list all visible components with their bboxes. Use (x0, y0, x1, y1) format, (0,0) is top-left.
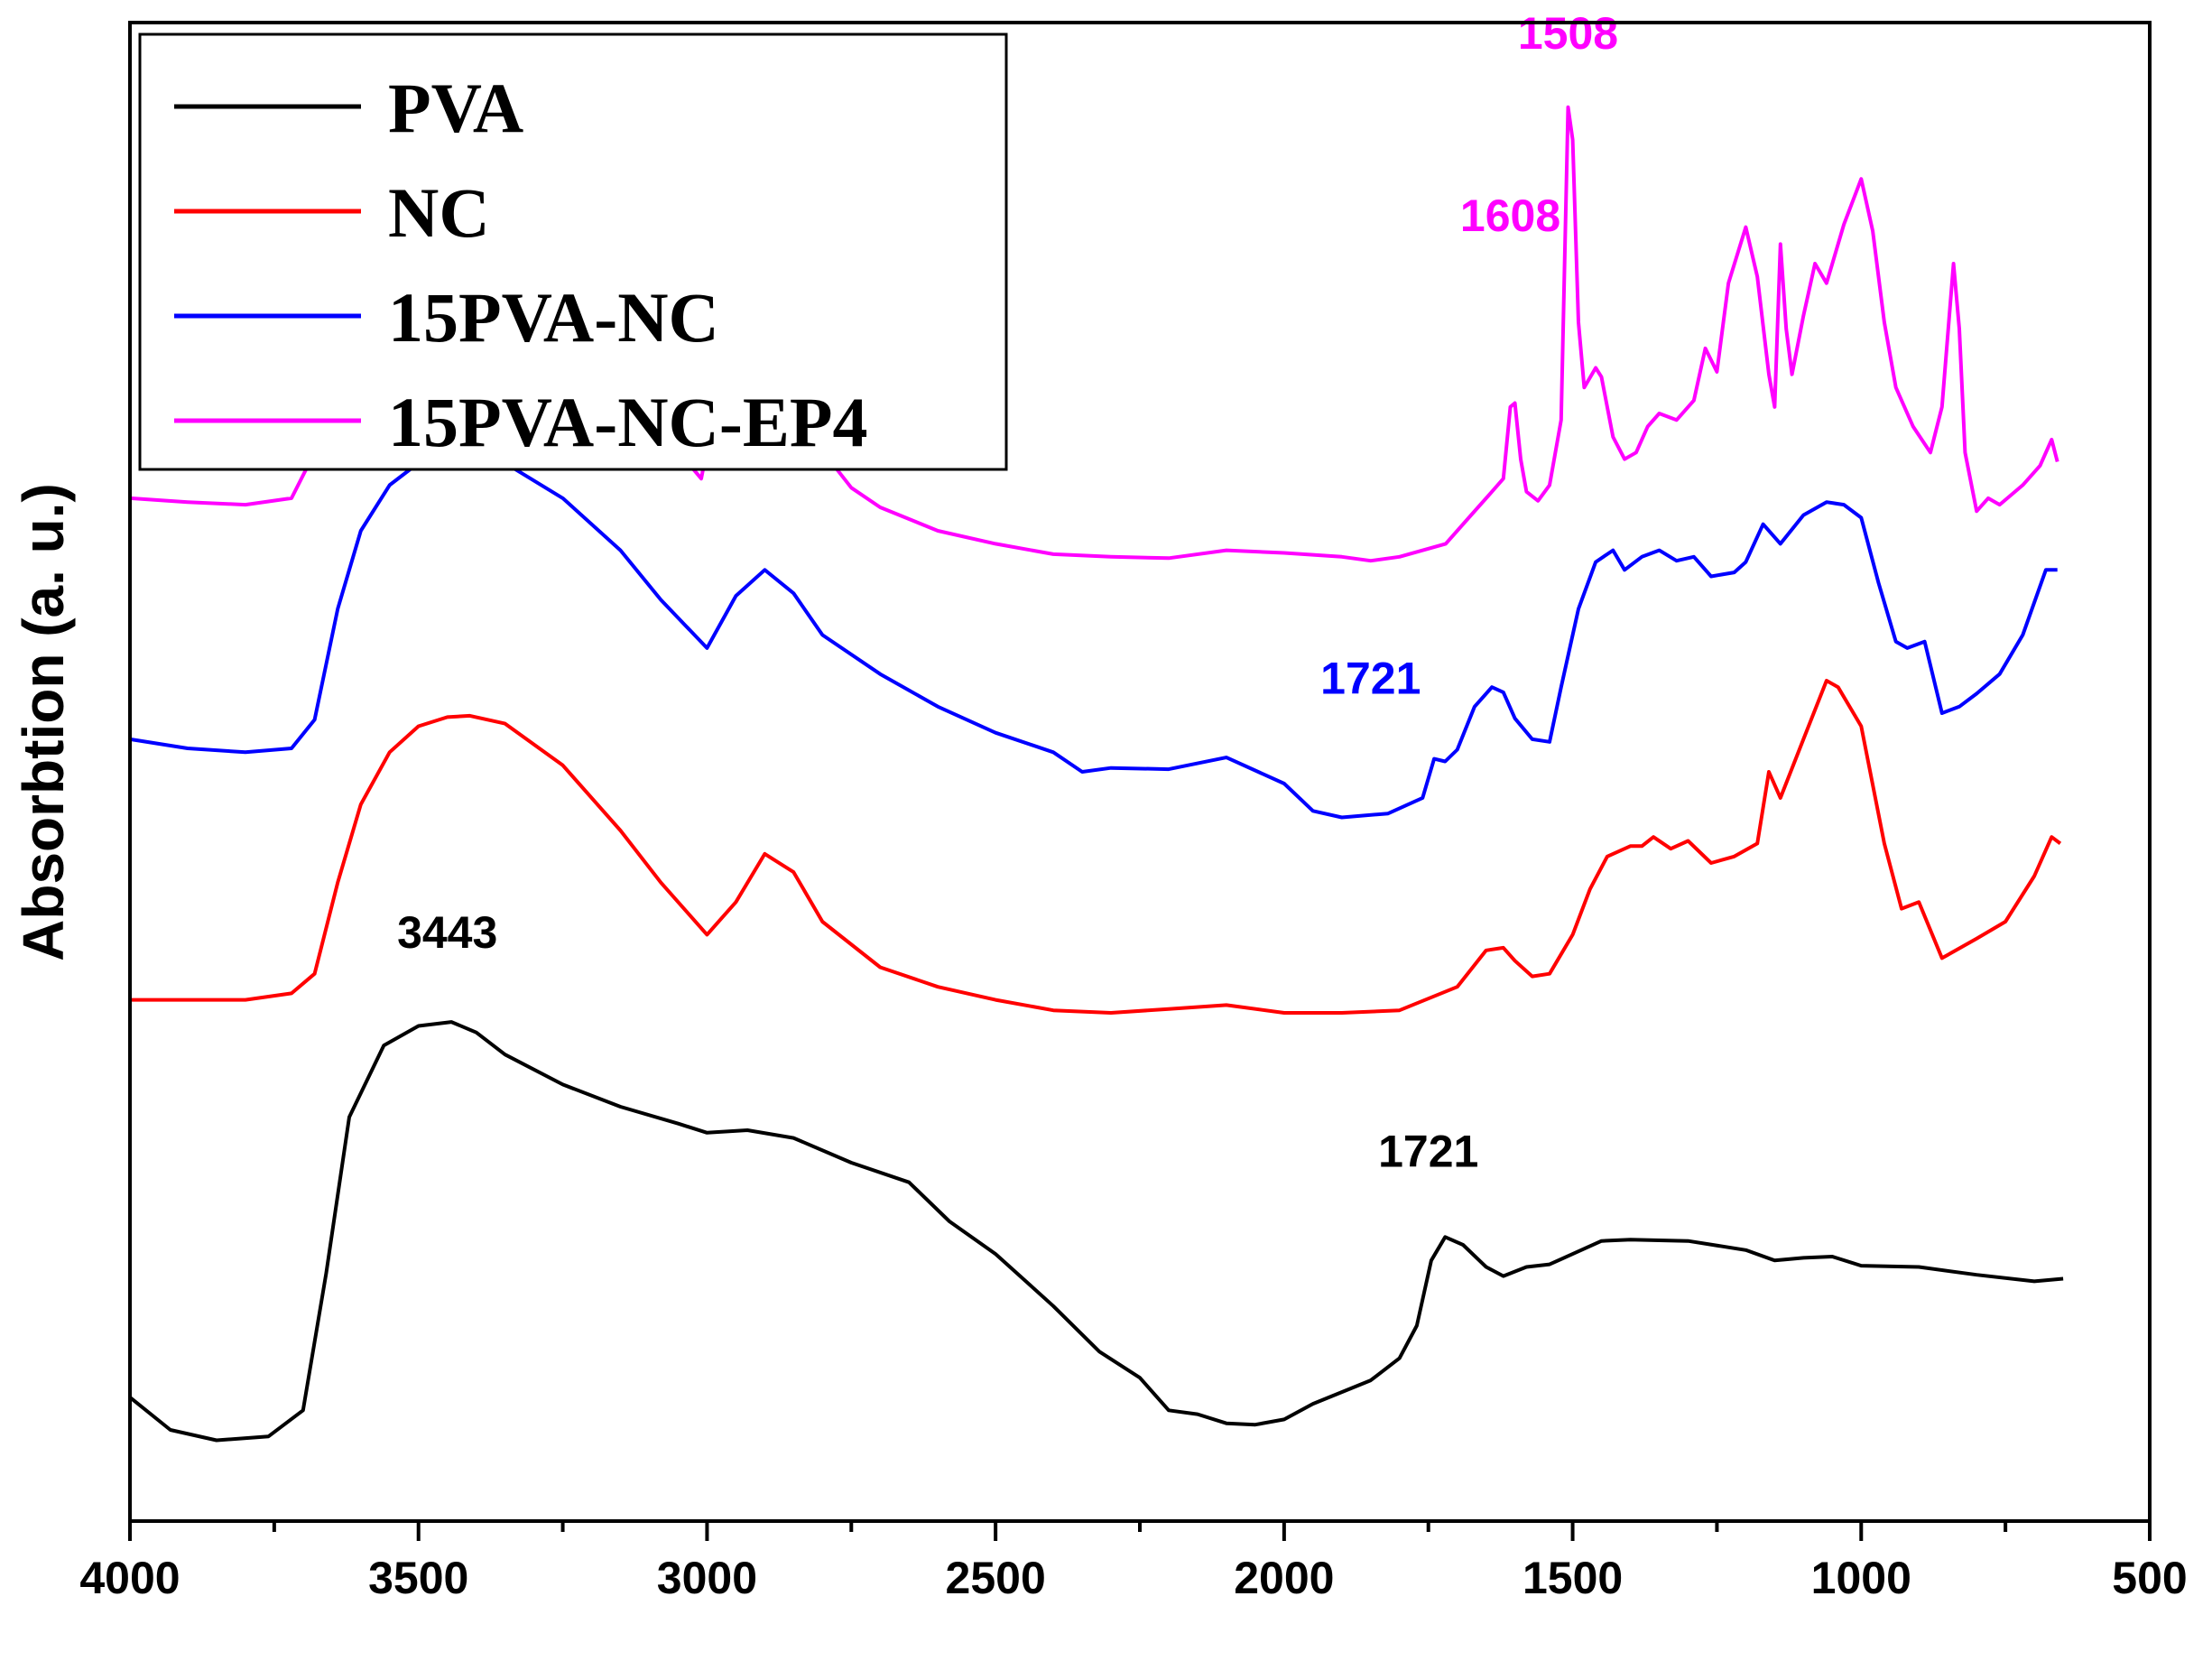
legend-label: PVA (388, 69, 523, 147)
peak-label: 1721 (1320, 653, 1421, 703)
x-tick-label: 1500 (1522, 1553, 1623, 1603)
x-tick-label: 2500 (946, 1553, 1046, 1603)
peak-label: 1508 (1518, 8, 1618, 59)
legend: PVA NC 15PVA-NC 15PVA-NC-EP4 (138, 32, 1008, 471)
series-line-nc (130, 679, 2062, 1015)
x-tick-label: 500 (2112, 1553, 2187, 1603)
peak-label: 1721 (1378, 1126, 1478, 1176)
series-line-15pva-nc (129, 450, 2058, 820)
peak-label: 3443 (397, 907, 497, 958)
x-tick-label: 2000 (1234, 1553, 1334, 1603)
legend-label: 15PVA-NC-EP4 (388, 383, 868, 461)
legend-label: NC (388, 173, 490, 252)
y-axis-label: Absorbtion (a. u.) (11, 483, 76, 961)
legend-box (138, 32, 1008, 471)
x-tick-label: 1000 (1811, 1553, 1911, 1603)
series-line-pva (128, 1020, 2064, 1443)
peak-label: 1608 (1460, 190, 1560, 241)
x-tick-label: 4000 (79, 1553, 180, 1603)
x-tick-label: 3500 (368, 1553, 468, 1603)
legend-label: 15PVA-NC (388, 278, 719, 357)
x-tick-label: 3000 (657, 1553, 757, 1603)
x-axis: 4000 3500 3000 2500 2000 1500 1000 500 (79, 1521, 2188, 1603)
